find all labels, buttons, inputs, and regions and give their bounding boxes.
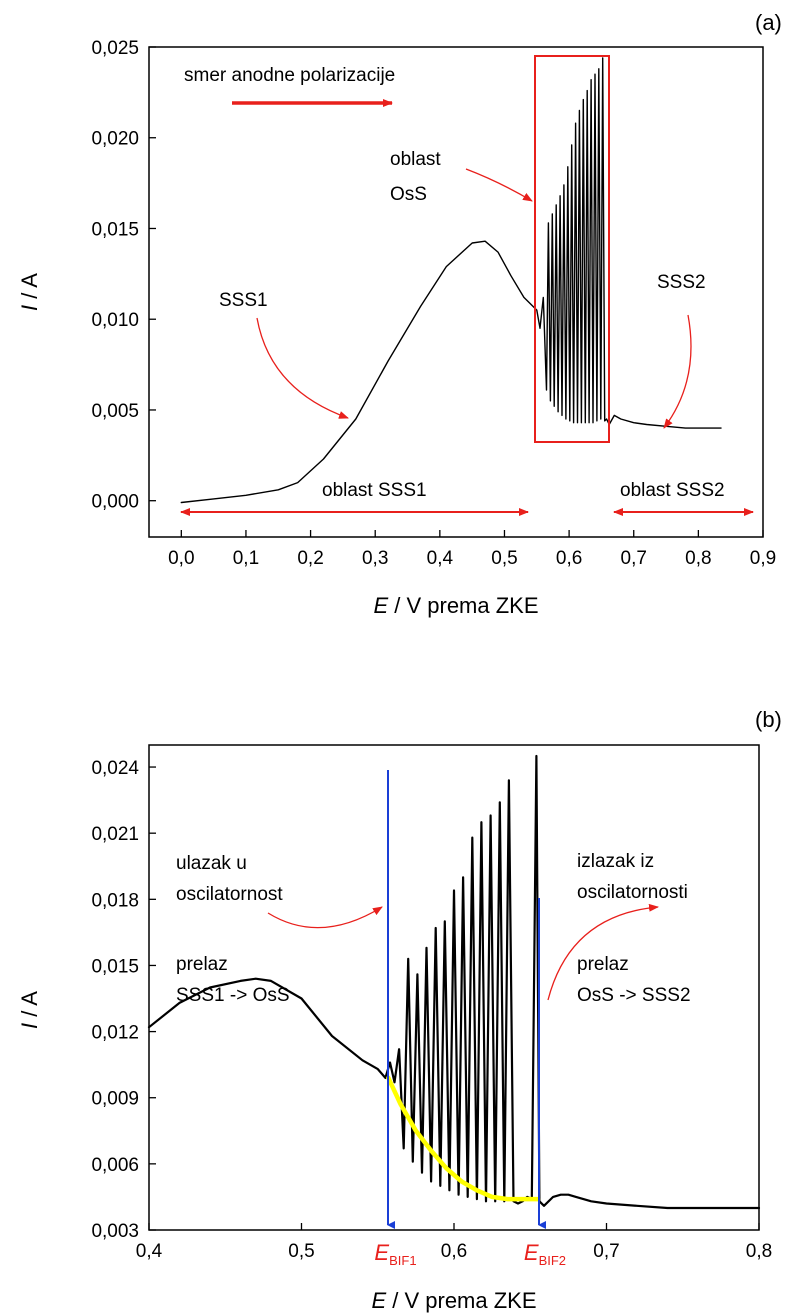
x-tick-label: 0,8 [685,548,711,569]
sss1-label: SSS1 [219,290,268,311]
panel-a-ticks: 0,0 0,1 0,2 0,3 0,4 0,5 0,6 0,7 0,8 0,9 0,000 0,005… [91,38,776,569]
x-tick-label: 0,2 [297,548,323,569]
oscillation-region-box [534,55,610,443]
y-tick-label: 0,020 [91,129,139,150]
direction-label: smer anodne polarizacije [184,65,395,86]
panel-a-y-axis-title: I / A [17,273,42,311]
sss1-pointer-arrow [256,317,349,419]
y-tick-label: 0,010 [91,310,139,331]
current-series-line [147,754,761,1210]
panel-a-frame [148,46,764,538]
x-tick-label: 0,7 [621,548,647,569]
enter-osc-line1: ulazak u [176,853,247,874]
panel-b-x-axis-title: E / V prema ZKE [371,1288,536,1313]
x-tick-label: 0,3 [362,548,388,569]
exit-osc-arrow [547,903,659,1001]
x-tick-label: 0,9 [750,548,776,569]
bifurcation-tick-label: EBIF2 [524,1240,566,1268]
bifurcation-tick-label: EBIF1 [374,1240,416,1268]
exit-osc-line1: izlazak iz [577,851,654,872]
region-sss1-label: oblast SSS1 [322,480,427,501]
panel-a-series [180,57,722,504]
x-tick-label: 0,1 [233,548,259,569]
x-tick-label: 0,6 [556,548,582,569]
exit-osc-line2: oscilatornosti [577,882,688,903]
sss2-label: SSS2 [657,272,706,293]
y-tick-label: 0,024 [91,758,139,779]
panel-b-frame [148,744,760,1231]
y-tick-label: 0,025 [91,38,139,59]
y-tick-label: 0,015 [91,956,139,977]
sss2-pointer-arrow [663,314,692,429]
chart-panel-b: 0,4 0,5 0,6 0,7 0,8 0,003 0,006 0,009 0,012 0,015… [17,707,782,1313]
y-tick-label: 0,018 [91,890,139,911]
panel-b-label: (b) [755,707,782,732]
trans1-line1: prelaz [176,954,228,975]
x-tick-label: 0,7 [593,1241,619,1262]
enter-osc-line2: oscilatornost [176,884,283,905]
y-tick-label: 0,003 [91,1221,139,1242]
baseline-highlight-line [386,1075,541,1202]
x-tick-label: 0,4 [136,1241,163,1262]
y-tick-label: 0,021 [91,824,139,845]
panel-a-x-axis-title: E / V prema ZKE [373,593,538,618]
x-tick-label: 0,5 [288,1241,314,1262]
trans2-line1: prelaz [577,954,629,975]
osc-label-line2: OsS [390,184,427,205]
y-tick-label: 0,015 [91,219,139,240]
x-tick-label: 0,6 [441,1241,467,1262]
panel-b-y-axis-title: I / A [17,991,42,1029]
x-tick-label: 0,4 [427,548,454,569]
panel-b-series [147,754,761,1210]
osc-label-line1: oblast [390,149,441,170]
osc-pointer-arrow [465,168,533,202]
x-tick-label: 0,8 [746,1241,772,1262]
y-tick-label: 0,009 [91,1089,139,1110]
panel-b-ticks: 0,4 0,5 0,6 0,7 0,8 0,003 0,006 0,009 0,012 0,015… [91,758,772,1268]
y-tick-label: 0,006 [91,1155,139,1176]
enter-osc-arrow [267,906,383,929]
trans1-line2: SSS1 -> OsS [176,985,290,1006]
y-tick-label: 0,000 [91,492,139,513]
trans2-line2: OsS -> SSS2 [577,985,691,1006]
y-tick-label: 0,012 [91,1023,139,1044]
chart-panel-a: 0,0 0,1 0,2 0,3 0,4 0,5 0,6 0,7 0,8 0,9 0,000 0,005… [17,10,782,618]
x-tick-label: 0,0 [168,548,194,569]
x-tick-label: 0,5 [491,548,517,569]
current-series-line [180,57,722,504]
y-tick-label: 0,005 [91,401,139,422]
region-sss2-label: oblast SSS2 [620,480,725,501]
panel-a-label: (a) [755,10,782,35]
